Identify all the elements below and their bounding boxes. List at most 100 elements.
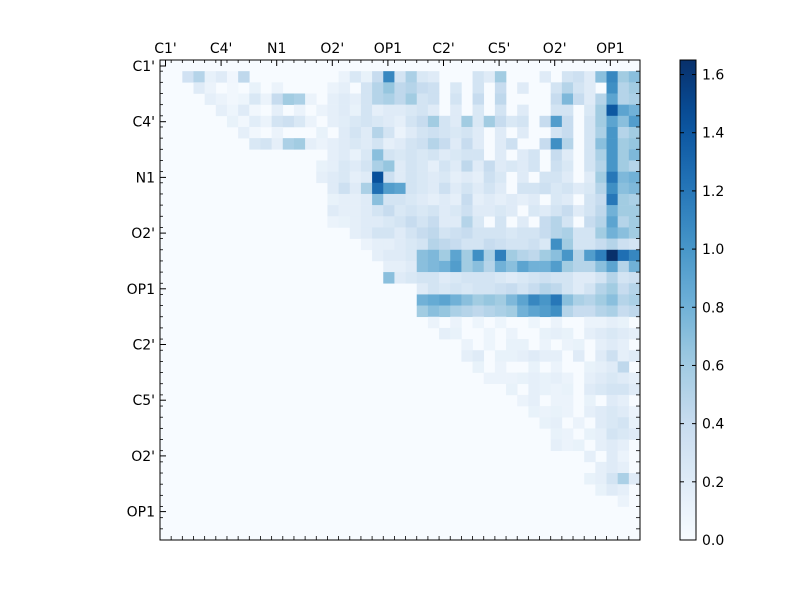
- heatmap-cell: [338, 115, 351, 128]
- heatmap-cell: [416, 138, 429, 150]
- heatmap-cell: [450, 238, 462, 251]
- heatmap-cell: [394, 126, 406, 139]
- heatmap-cell: [561, 327, 574, 340]
- heatmap-cell: [427, 82, 440, 94]
- heatmap-cell: [450, 138, 462, 150]
- heatmap-cell: [472, 193, 485, 206]
- heatmap-cell: [416, 238, 429, 251]
- heatmap-cell: [506, 260, 518, 273]
- heatmap-cell: [394, 249, 406, 262]
- heatmap-cell: [439, 126, 451, 139]
- heatmap-cell: [472, 305, 485, 318]
- heatmap-cell: [606, 372, 618, 385]
- heatmap-cell: [450, 193, 462, 206]
- heatmap-cell: [628, 327, 641, 340]
- x-tick-label: C1': [154, 41, 177, 57]
- heatmap-cell: [439, 160, 451, 172]
- heatmap-cell: [617, 305, 630, 318]
- heatmap-cell: [595, 260, 607, 273]
- heatmap-cell: [506, 160, 518, 172]
- heatmap-cell: [606, 461, 618, 474]
- heatmap-cell: [494, 294, 507, 306]
- heatmap-cell: [439, 260, 451, 273]
- heatmap-cell: [349, 71, 362, 83]
- heatmap-cell: [606, 149, 618, 161]
- heatmap-cell: [383, 272, 395, 284]
- heatmap-cell: [416, 182, 429, 195]
- heatmap-cell: [483, 305, 496, 318]
- heatmap-cell: [282, 115, 295, 128]
- heatmap-cell: [494, 272, 507, 284]
- heatmap-cell: [427, 182, 440, 195]
- heatmap-cell: [595, 272, 607, 284]
- heatmap-cell: [360, 149, 373, 161]
- heatmap-cell: [293, 138, 306, 150]
- heatmap-cell: [617, 216, 630, 228]
- heatmap-cell: [517, 171, 529, 184]
- heatmap-cell: [561, 272, 574, 284]
- heatmap-cell: [494, 71, 507, 83]
- heatmap-cell: [595, 473, 607, 485]
- heatmap-cell: [595, 160, 607, 172]
- heatmap-cell: [215, 104, 228, 117]
- heatmap-cell: [494, 171, 507, 184]
- heatmap-cell: [539, 283, 551, 295]
- heatmap-cell: [416, 272, 429, 284]
- heatmap-cell: [517, 82, 529, 94]
- heatmap-cell: [595, 249, 607, 262]
- heatmap-cell: [383, 138, 395, 150]
- heatmap-cell: [561, 394, 574, 407]
- y-tick-label: O2': [131, 226, 155, 242]
- heatmap-cell: [282, 138, 295, 150]
- heatmap-cell: [595, 439, 607, 451]
- colorbar-tick-label: 0.0: [702, 533, 724, 549]
- heatmap-cell: [461, 283, 473, 295]
- heatmap-cell: [628, 406, 641, 418]
- heatmap-cell: [360, 138, 373, 150]
- heatmap-cell: [584, 372, 596, 385]
- heatmap-cell: [528, 182, 540, 195]
- heatmap-cell: [439, 216, 451, 228]
- heatmap-cell: [338, 138, 351, 150]
- heatmap-cell: [617, 126, 630, 139]
- heatmap-cell: [506, 249, 518, 262]
- heatmap-cell: [405, 138, 418, 150]
- heatmap-cell: [372, 115, 384, 128]
- heatmap-cell: [472, 104, 485, 117]
- heatmap-cell: [584, 249, 596, 262]
- heatmap-cell: [439, 249, 451, 262]
- heatmap-cell: [405, 272, 418, 284]
- heatmap-cell: [383, 104, 395, 117]
- heatmap-cell: [494, 104, 507, 117]
- heatmap-cell: [506, 350, 518, 362]
- heatmap-cell: [506, 272, 518, 284]
- heatmap-cell: [338, 82, 351, 94]
- heatmap-cell: [439, 205, 451, 217]
- heatmap-cell: [372, 93, 384, 105]
- heatmap-cell: [550, 305, 563, 318]
- heatmap-cell: [472, 138, 485, 150]
- heatmap-cell: [327, 182, 339, 195]
- heatmap-cell: [494, 227, 507, 239]
- heatmap-cell: [628, 350, 641, 362]
- heatmap-cell: [584, 394, 596, 407]
- heatmap-cell: [561, 260, 574, 273]
- heatmap-cell: [606, 182, 618, 195]
- heatmap-cell: [528, 160, 540, 172]
- heatmap-cell: [461, 216, 473, 228]
- heatmap-cell: [394, 104, 406, 117]
- heatmap-cell: [238, 126, 250, 139]
- heatmap-cell: [517, 283, 529, 295]
- heatmap-cell: [238, 71, 250, 83]
- heatmap-cell: [461, 115, 473, 128]
- heatmap-cell: [483, 182, 496, 195]
- heatmap-cell: [372, 82, 384, 94]
- heatmap-cell: [427, 294, 440, 306]
- heatmap-cell: [338, 126, 351, 139]
- y-tick-label: C1': [132, 59, 155, 75]
- heatmap-cell: [394, 115, 406, 128]
- heatmap-cell: [606, 193, 618, 206]
- heatmap-cell: [226, 115, 239, 128]
- heatmap-cell: [617, 294, 630, 306]
- heatmap-cell: [472, 249, 485, 262]
